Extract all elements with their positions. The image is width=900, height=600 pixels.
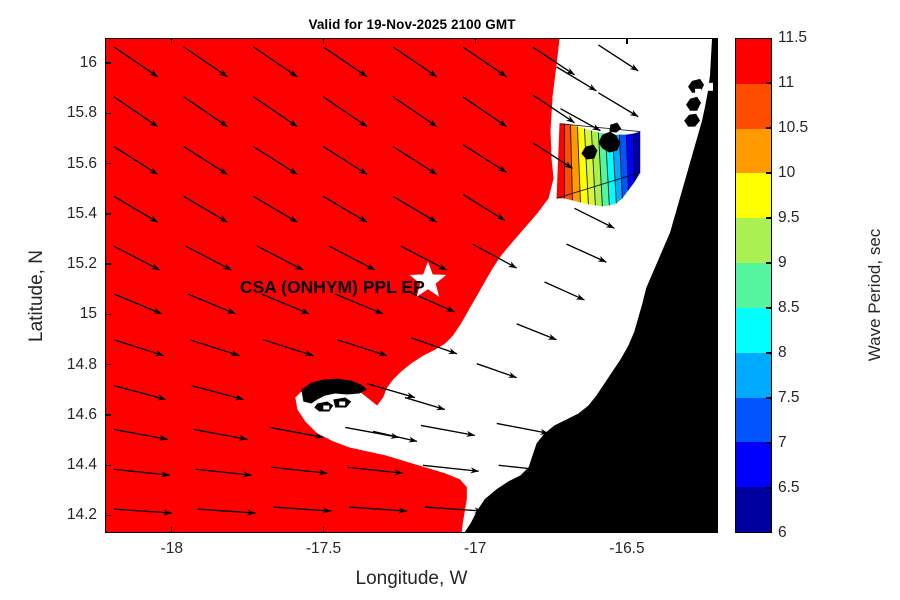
colorbar-band	[736, 397, 771, 443]
station-label: CSA (ONHYM) PPL EP	[240, 277, 425, 297]
colorbar-band	[736, 83, 771, 129]
y-tick-mark	[105, 62, 111, 64]
colorbar-tick-mark	[766, 307, 772, 309]
colorbar-tick-mark	[766, 487, 772, 489]
colorbar-band	[736, 218, 771, 264]
x-tick-label: -17	[464, 540, 487, 557]
y-tick-mark	[712, 62, 718, 64]
colorbar-tick-mark	[766, 82, 772, 84]
y-tick-label: 15.8	[66, 104, 97, 122]
y-tick-label: 14.6	[66, 405, 97, 423]
colorbar-tick-label: 7	[778, 434, 787, 451]
colorbar-tick-label: 11	[778, 74, 795, 91]
y-tick-mark	[105, 363, 111, 366]
x-tick-mark	[626, 527, 628, 533]
colorbar-band	[736, 39, 771, 84]
y-tick-mark	[712, 313, 718, 316]
x-tick-mark	[322, 527, 325, 533]
colorbar[interactable]	[735, 38, 772, 533]
x-tick-mark	[322, 38, 325, 44]
colorbar-tick-label: 10.5	[778, 119, 809, 136]
x-tick-mark	[626, 38, 628, 44]
colorbar-band	[736, 128, 771, 174]
map-canvas	[106, 39, 717, 532]
y-tick-mark	[712, 414, 718, 416]
colorbar-tick-mark	[766, 217, 772, 219]
y-tick-mark	[105, 313, 111, 316]
map-svg	[106, 39, 717, 532]
y-axis-title: Latitude, N	[26, 250, 47, 342]
cap-vert-peninsula	[301, 378, 368, 404]
x-tick-label: -17.5	[305, 540, 342, 557]
y-tick-mark	[105, 112, 111, 115]
colorbar-title: Wave Period, sec	[865, 228, 884, 362]
colorbar-tick-label: 9	[778, 254, 787, 271]
y-tick-mark	[712, 363, 718, 366]
x-tick-mark	[171, 527, 173, 533]
y-tick-mark	[712, 213, 718, 215]
y-tick-label: 16	[79, 54, 97, 72]
colorbar-tick-label: 11.5	[778, 29, 808, 46]
y-tick-mark	[105, 263, 111, 265]
y-tick-label: 15.2	[66, 255, 97, 273]
colorbar-tick-mark	[766, 172, 772, 174]
colorbar-tick-label: 6.5	[778, 479, 800, 496]
figure-title: Valid for 19-Nov-2025 2100 GMT	[308, 17, 516, 32]
y-tick-mark	[105, 213, 111, 215]
x-axis-title: Longitude, W	[355, 568, 468, 589]
y-tick-mark	[105, 162, 111, 165]
y-tick-mark	[712, 263, 718, 265]
landmass	[464, 39, 717, 532]
y-tick-mark	[712, 162, 718, 165]
x-tick-label: -16.5	[609, 540, 645, 557]
wave-direction-arrow-field	[113, 44, 639, 516]
y-tick-label: 15.6	[66, 154, 97, 172]
y-tick-label: 15.4	[66, 204, 97, 222]
colorbar-tick-mark	[766, 127, 772, 129]
colorbar-tick-label: 9.5	[778, 209, 800, 226]
colorbar-band	[736, 442, 771, 488]
colorbar-tick-label: 8.5	[778, 299, 800, 316]
x-tick-mark	[171, 38, 173, 44]
y-tick-mark	[712, 112, 718, 115]
y-tick-mark	[105, 464, 111, 466]
colorbar-band	[736, 307, 771, 353]
map-axes[interactable]	[105, 38, 718, 533]
colorbar-band	[736, 352, 771, 398]
colorbar-tick-label: 7.5	[778, 389, 800, 406]
colorbar-tick-label: 10	[778, 164, 796, 181]
y-tick-mark	[712, 464, 718, 466]
y-tick-mark	[105, 414, 111, 416]
colorbar-tick-mark	[766, 397, 772, 399]
y-tick-label: 14.2	[66, 506, 97, 524]
y-tick-label: 15	[79, 305, 97, 323]
colorbar-band	[736, 487, 771, 532]
station-star-marker[interactable]	[409, 261, 447, 297]
colorbar-tick-label: 6	[778, 524, 787, 541]
y-tick-label: 14.4	[66, 456, 97, 474]
x-tick-label: -18	[160, 540, 183, 557]
x-tick-mark	[474, 527, 476, 533]
colorbar-band	[736, 173, 771, 219]
y-tick-mark	[712, 514, 718, 517]
wave-period-band-11	[106, 39, 560, 532]
colorbar-band	[736, 263, 771, 308]
colorbar-tick-mark	[766, 262, 772, 264]
colorbar-tick-label: 8	[778, 344, 787, 361]
y-tick-label: 14.8	[66, 355, 97, 373]
colorbar-tick-mark	[766, 352, 772, 354]
y-tick-mark	[105, 514, 111, 517]
x-tick-mark	[474, 38, 476, 44]
colorbar-tick-mark	[766, 442, 772, 444]
